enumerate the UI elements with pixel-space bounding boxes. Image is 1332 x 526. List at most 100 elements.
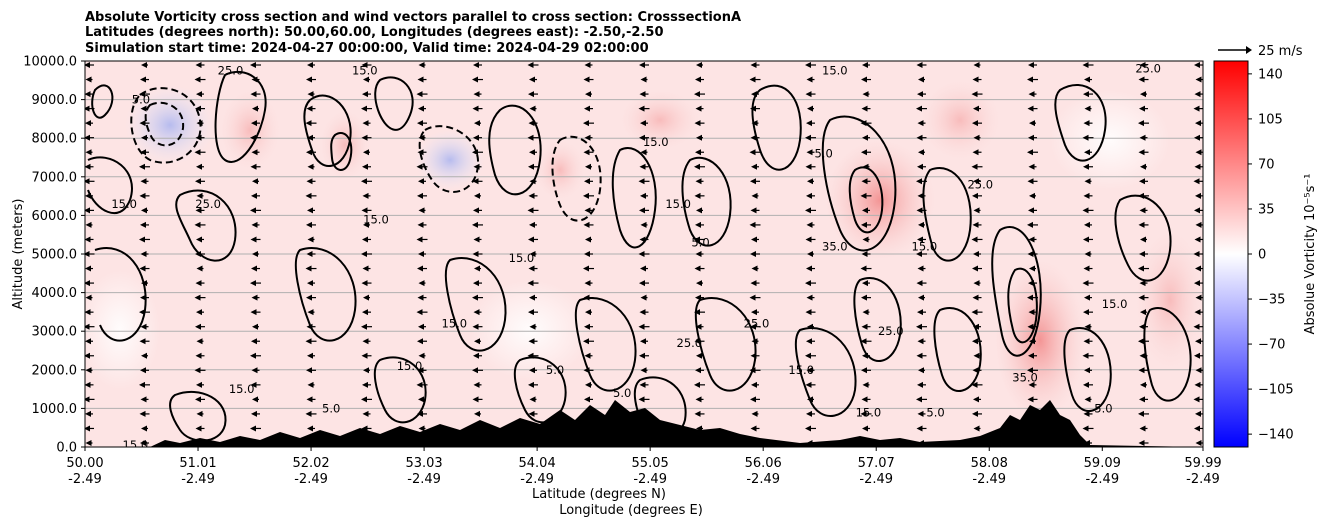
wind-vector-head <box>1193 251 1200 257</box>
wind-vector-head <box>528 309 534 316</box>
wind-vector-head <box>1084 396 1091 403</box>
wind-vector-head <box>196 338 203 345</box>
wind-vector-head <box>807 251 813 257</box>
wind-vector-head <box>640 338 646 345</box>
contour-label: 5.0 <box>926 405 944 419</box>
wind-vector-head <box>750 207 757 214</box>
wind-vector-head <box>251 294 258 301</box>
wind-vector-head <box>918 76 924 83</box>
wind-vector-head <box>1138 221 1145 228</box>
wind-vector-head <box>805 62 811 68</box>
wind-vector-head <box>528 120 535 127</box>
x-tick-label-lat: 59.09 <box>1084 456 1121 471</box>
wind-vector-head <box>972 76 979 83</box>
quiver-key: 25 m/s <box>1218 44 1303 59</box>
wind-vector-head <box>195 178 201 185</box>
wind-vector-head <box>196 309 202 316</box>
contour-label: 25.0 <box>218 64 244 78</box>
wind-vector-head <box>196 163 202 170</box>
wind-vector-head <box>917 236 923 243</box>
colorbar-tick-label: 0 <box>1258 248 1266 263</box>
contour-label: 15.0 <box>665 197 691 211</box>
wind-vector-head <box>252 105 258 112</box>
wind-vector-head <box>917 192 924 199</box>
wind-vector-head <box>85 309 91 316</box>
contour-label: 25.0 <box>195 197 221 211</box>
wind-vector-head <box>1138 367 1145 374</box>
wind-vector-head <box>305 120 312 127</box>
contour-label: 25.0 <box>1135 62 1161 76</box>
wind-vector-head <box>639 207 645 214</box>
wind-vector-head <box>1084 178 1091 185</box>
wind-vector-head <box>472 221 478 228</box>
x-tick-label-lon: -2.49 <box>181 472 215 487</box>
wind-vector-head <box>195 425 202 432</box>
contour-label: 15.0 <box>123 438 149 452</box>
wind-vector-head <box>417 221 424 228</box>
wind-vector-head <box>250 425 256 432</box>
y-tick-label: 2000.0 <box>32 363 78 378</box>
contour-label: 15.0 <box>111 197 137 211</box>
wind-vector-head <box>1140 381 1146 388</box>
wind-vector-head <box>307 280 313 287</box>
wind-vector-head <box>751 338 758 345</box>
wind-vector-head <box>527 352 534 359</box>
contour-label: 15.0 <box>912 239 938 253</box>
contour-label: 15.0 <box>856 405 882 419</box>
x-tick-label-lat: 53.03 <box>405 456 442 471</box>
title-line-1: Absolute Vorticity cross section and win… <box>85 10 741 25</box>
wind-vector-head <box>473 134 479 141</box>
wind-vector-head <box>1028 280 1034 287</box>
wind-vector-head <box>529 367 535 374</box>
wind-vector-head <box>418 396 424 403</box>
wind-vector-head <box>194 221 201 228</box>
wind-vector-head <box>85 410 91 417</box>
wind-vector-head <box>1139 280 1146 287</box>
wind-vector-head <box>363 76 369 83</box>
wind-vector-head <box>416 91 423 98</box>
wind-vector-head <box>861 367 867 374</box>
wind-vector-head <box>694 236 700 243</box>
contour-label: 15.0 <box>509 251 535 265</box>
wind-vector-head <box>85 134 90 141</box>
wind-vector-head <box>971 381 978 388</box>
wind-vector-head <box>472 105 479 112</box>
wind-vector-head <box>472 149 478 156</box>
wind-vector-head <box>139 309 145 316</box>
wind-vector-head <box>307 62 313 68</box>
wind-vector-head <box>195 280 202 287</box>
wind-vector-head <box>583 192 589 199</box>
wind-vector-head <box>806 410 812 417</box>
wind-vector-head <box>139 236 145 243</box>
wind-vector-head <box>806 149 813 156</box>
wind-vector-head <box>473 381 480 388</box>
wind-vector-head <box>141 134 147 141</box>
wind-vector-head <box>85 178 90 185</box>
wind-vector-head <box>85 221 92 228</box>
contour-labels: 15.0 15.0 25.0 25.0 15.0 15.0 15.0 5.0 15.0 15.0 3… <box>111 62 1161 452</box>
wind-vector-head <box>862 280 868 287</box>
wind-vector-head <box>140 251 147 257</box>
wind-vector-head <box>1084 76 1090 83</box>
wind-vector-head <box>1139 396 1145 403</box>
wind-vector-head <box>196 265 203 272</box>
wind-vector-head <box>1083 192 1090 199</box>
wind-vector-head <box>861 76 867 83</box>
wind-vector-head <box>529 105 536 112</box>
wind-vector-head <box>417 76 424 83</box>
wind-vector-head <box>363 367 369 374</box>
wind-vector-head <box>917 120 924 127</box>
wind-vector-head <box>638 178 645 185</box>
wind-vector-head <box>194 76 201 83</box>
wind-vector-head <box>196 381 202 388</box>
wind-vector-head <box>1194 163 1201 170</box>
wind-vector-head <box>141 352 147 359</box>
wind-vector-head <box>694 338 701 345</box>
wind-vector-head <box>861 105 868 112</box>
wind-vector-head <box>585 163 591 170</box>
wind-vector-head <box>806 192 812 199</box>
wind-vector-head <box>85 425 90 432</box>
wind-vector-head <box>306 105 313 112</box>
wind-vector-head <box>362 192 369 199</box>
wind-vector-head <box>85 192 91 199</box>
